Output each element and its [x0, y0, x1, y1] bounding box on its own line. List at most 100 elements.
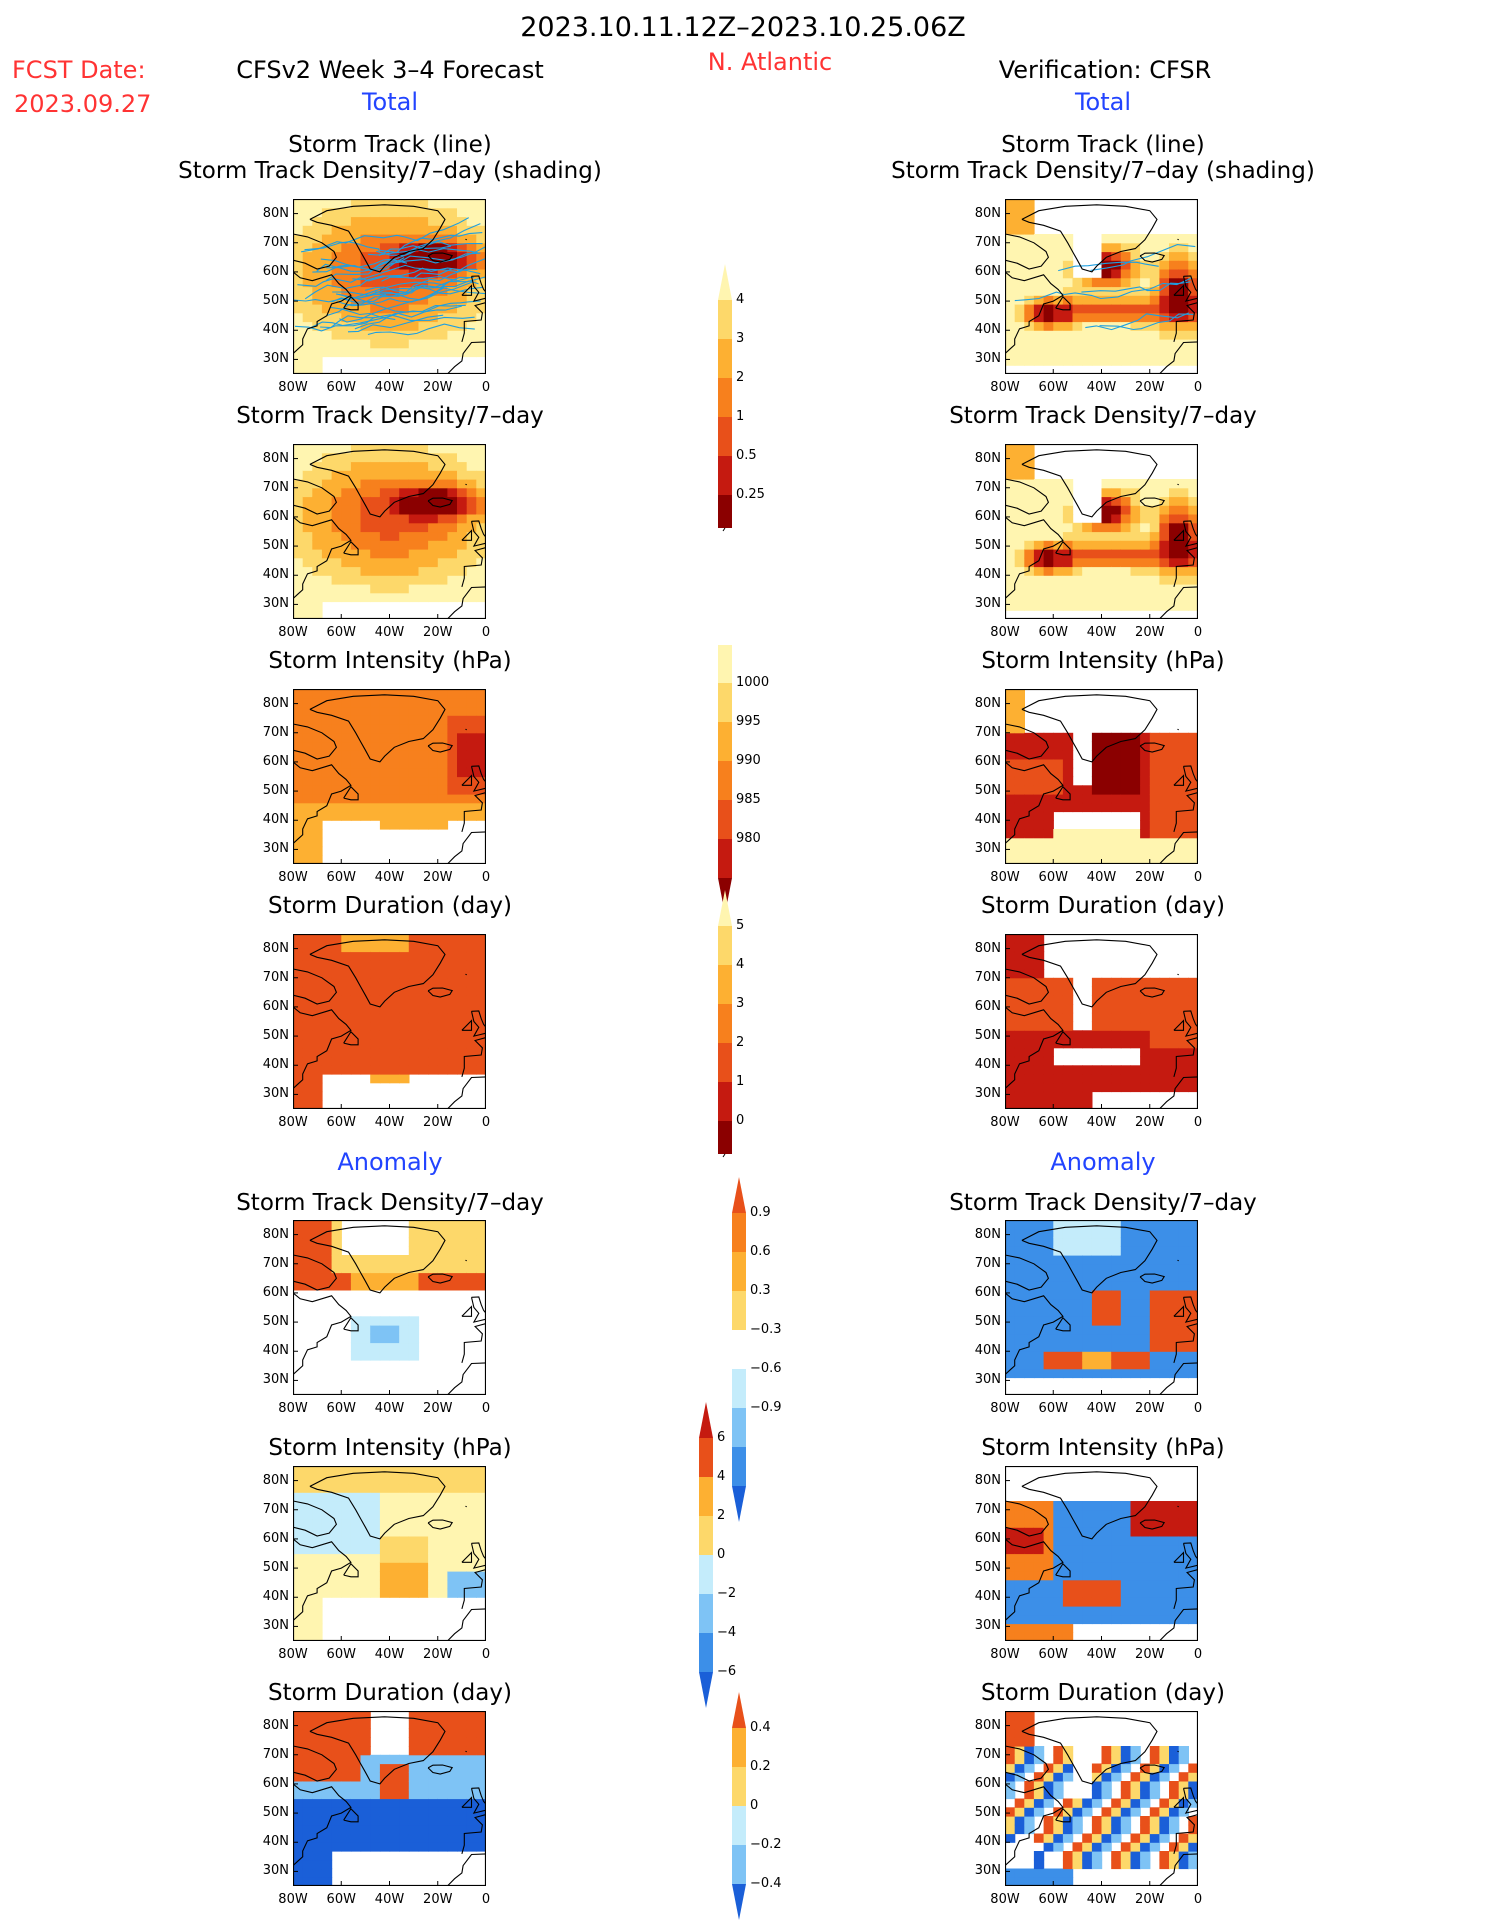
lat-tick-label: 50N — [262, 1028, 289, 1044]
lon-tick-label: 0 — [481, 380, 491, 395]
lat-tick-label: 80N — [974, 1226, 1001, 1242]
map-fcst-intensity: 80N 70N 60N 50N 40N 30N 80W 60W 40W 20W 0 — [263, 689, 490, 885]
map-obs-duration: 80N 70N 60N 50N 40N 30N 80W 60W 40W 20W 0 — [975, 934, 1202, 1130]
region-title: N. Atlantic — [707, 48, 833, 76]
lon-tick-label: 40W — [374, 1115, 405, 1130]
lat-tick-label: 40N — [974, 1834, 1001, 1850]
lat-tick-label: 80N — [974, 1717, 1001, 1733]
left-density-anom-title: Storm Track Density/7–day — [236, 1190, 544, 1216]
lon-tick-label: 40W — [374, 1401, 405, 1416]
lon-tick-label: 40W — [1086, 1647, 1117, 1662]
lat-tick-label: 70N — [974, 724, 1001, 740]
lat-tick-label: 80N — [974, 1472, 1001, 1488]
colorbar-tick-label: −0.9 — [750, 1400, 782, 1415]
lat-tick-label: 50N — [262, 1805, 289, 1821]
lat-tick-label: 80N — [262, 1717, 289, 1733]
colorbar-tick-label: 3 — [736, 331, 745, 346]
lon-tick-label: 0 — [1193, 1647, 1203, 1662]
lon-tick-label: 0 — [481, 870, 491, 885]
lon-tick-label: 20W — [1135, 1647, 1165, 1662]
left-track-density-shading-title: Storm Track Density/7–day (shading) — [178, 158, 602, 184]
right-duration-anom-title: Storm Duration (day) — [981, 1680, 1225, 1706]
forecast-total-label: Total — [361, 88, 419, 116]
lat-tick-label: 70N — [262, 1501, 289, 1517]
lat-tick-label: 30N — [262, 1372, 289, 1388]
colorbar-tick-label: 5 — [736, 918, 745, 933]
lon-tick-label: 20W — [423, 1115, 453, 1130]
lat-tick-label: 70N — [262, 234, 289, 250]
lat-tick-label: 80N — [974, 940, 1001, 956]
colorbar-tick-label: 0.6 — [750, 1244, 771, 1259]
left-duration-anom-title: Storm Duration (day) — [268, 1680, 512, 1706]
lat-tick-label: 70N — [262, 969, 289, 985]
lat-tick-label: 50N — [974, 783, 1001, 799]
lat-tick-label: 60N — [262, 508, 289, 524]
lat-tick-label: 60N — [974, 1530, 1001, 1546]
left-anomaly-label: Anomaly — [337, 1148, 443, 1176]
lon-tick-label: 60W — [1038, 1647, 1068, 1662]
colorbar-tick-label: 4 — [717, 1469, 726, 1484]
lon-tick-label: 80W — [278, 1401, 308, 1416]
lat-tick-label: 40N — [262, 322, 289, 338]
lon-tick-label: 20W — [1135, 625, 1165, 640]
lon-tick-label: 40W — [1086, 625, 1117, 640]
lon-tick-label: 40W — [1086, 1401, 1117, 1416]
lon-tick-label: 20W — [423, 1892, 453, 1907]
lat-tick-label: 70N — [974, 479, 1001, 495]
lon-tick-label: 80W — [278, 1115, 308, 1130]
lon-tick-label: 40W — [1086, 1892, 1117, 1907]
lat-tick-label: 80N — [262, 1472, 289, 1488]
lat-tick-label: 60N — [262, 753, 289, 769]
colorbar-tick-label: 1 — [736, 1074, 745, 1089]
lat-tick-label: 60N — [262, 1284, 289, 1300]
lon-tick-label: 60W — [326, 870, 356, 885]
verification-total-label: Total — [1074, 88, 1132, 116]
map-obs-track-density: 80N 70N 60N 50N 40N 30N 80W 60W 40W 20W 0 — [975, 444, 1202, 640]
lon-tick-label: 60W — [326, 625, 356, 640]
lat-tick-label: 80N — [262, 940, 289, 956]
lat-tick-label: 30N — [974, 596, 1001, 612]
lat-tick-label: 50N — [262, 783, 289, 799]
lat-tick-label: 80N — [974, 695, 1001, 711]
colorbar-tick-label: 6 — [717, 1430, 726, 1445]
colorbar-tick-label: 1000 — [736, 675, 770, 690]
lat-tick-label: 50N — [262, 1560, 289, 1576]
colorbar-tick-label: 995 — [736, 714, 761, 729]
map-obs-track-line: 80N 70N 60N 50N 40N 30N 80W 60W 40W 20W 0 — [975, 199, 1202, 395]
lat-tick-label: 80N — [262, 695, 289, 711]
lat-tick-label: 80N — [974, 450, 1001, 466]
date-range-title: 2023.10.11.12Z–2023.10.25.06Z — [520, 12, 966, 43]
colorbar-tick-label: −0.6 — [750, 1361, 782, 1376]
lat-tick-label: 60N — [262, 998, 289, 1014]
lon-tick-label: 20W — [423, 1647, 453, 1662]
lat-tick-label: 60N — [974, 998, 1001, 1014]
left-intensity-anom-title: Storm Intensity (hPa) — [268, 1435, 512, 1461]
colorbar-density: 4 3 2 1 0.5 0.25 — [716, 262, 765, 537]
map-fcst-duration: 80N 70N 60N 50N 40N 30N 80W 60W 40W 20W 0 — [263, 934, 490, 1130]
lat-tick-label: 30N — [974, 1086, 1001, 1102]
right-intensity-anom-title: Storm Intensity (hPa) — [981, 1435, 1225, 1461]
right-duration-title: Storm Duration (day) — [981, 893, 1225, 919]
lon-tick-label: 60W — [326, 1892, 356, 1907]
colorbar-tick-label: 0.9 — [750, 1205, 771, 1220]
lat-tick-label: 40N — [262, 1057, 289, 1073]
lat-tick-label: 70N — [974, 969, 1001, 985]
colorbar-duration: 5 4 3 2 1 0 — [716, 888, 745, 1163]
lon-tick-label: 20W — [423, 380, 453, 395]
lat-tick-label: 60N — [262, 263, 289, 279]
lon-tick-label: 80W — [278, 380, 308, 395]
lat-tick-label: 40N — [974, 1343, 1001, 1359]
map-fcst-track-density: 80N 70N 60N 50N 40N 30N 80W 60W 40W 20W 0 — [263, 444, 490, 640]
lon-tick-label: 80W — [990, 1401, 1020, 1416]
lat-tick-label: 70N — [262, 724, 289, 740]
lat-tick-label: 30N — [974, 841, 1001, 857]
lon-tick-label: 20W — [423, 1401, 453, 1416]
lat-tick-label: 70N — [262, 1255, 289, 1271]
lon-tick-label: 0 — [1193, 625, 1203, 640]
right-track-density-shading-title: Storm Track Density/7–day (shading) — [891, 158, 1315, 184]
lat-tick-label: 60N — [262, 1530, 289, 1546]
colorbar-tick-label: 4 — [736, 957, 745, 972]
colorbar-intensity: 1000 995 990 985 980 — [716, 644, 769, 920]
lon-tick-label: 0 — [481, 1115, 491, 1130]
lon-tick-label: 80W — [990, 1647, 1020, 1662]
